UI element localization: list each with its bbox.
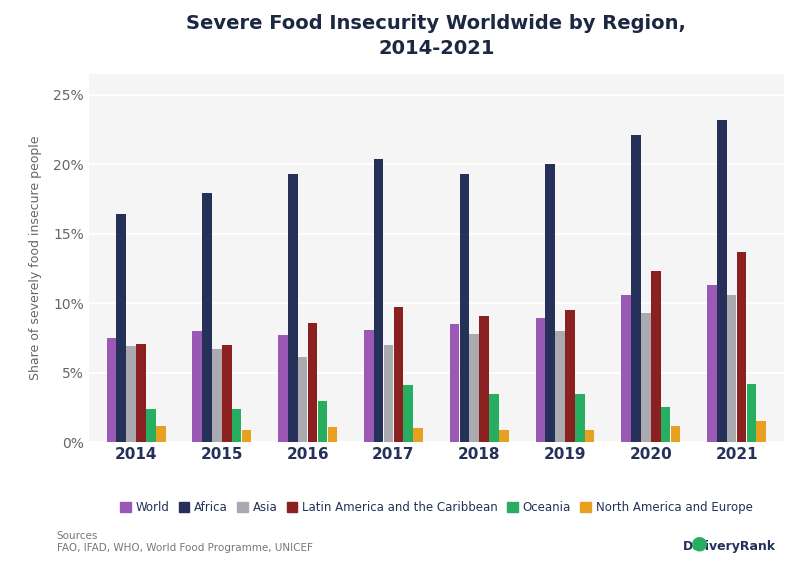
Bar [717, 120, 726, 442]
Text: Sources
FAO, IFAD, WHO, World Food Programme, UNICEF: Sources FAO, IFAD, WHO, World Food Progr… [57, 531, 313, 553]
Bar [565, 310, 574, 442]
Bar [116, 214, 126, 442]
Bar [737, 252, 747, 442]
Bar [232, 409, 242, 442]
Bar [756, 421, 766, 442]
Bar [403, 385, 413, 442]
Bar [298, 357, 308, 442]
Bar [374, 159, 384, 442]
Bar [469, 334, 479, 442]
Bar [384, 345, 393, 442]
Bar [621, 295, 631, 442]
Bar [631, 135, 641, 442]
Bar [288, 174, 297, 442]
Bar [146, 409, 156, 442]
Bar [661, 408, 671, 442]
Bar [450, 324, 459, 442]
Bar [727, 295, 736, 442]
Bar [213, 349, 221, 442]
Text: DeliveryRank: DeliveryRank [683, 540, 776, 553]
Bar [641, 313, 650, 442]
Text: ●: ● [691, 533, 708, 552]
Bar [489, 393, 499, 442]
Bar [671, 426, 680, 442]
Bar [156, 426, 166, 442]
Bar [460, 174, 469, 442]
Title: Severe Food Insecurity Worldwide by Region,
2014-2021: Severe Food Insecurity Worldwide by Regi… [187, 14, 686, 58]
Bar [499, 430, 509, 442]
Bar [327, 427, 337, 442]
Bar [545, 164, 555, 442]
Legend: World, Africa, Asia, Latin America and the Caribbean, Oceania, North America and: World, Africa, Asia, Latin America and t… [116, 496, 757, 518]
Bar [318, 400, 327, 442]
Bar [107, 338, 116, 442]
Bar [202, 193, 212, 442]
Bar [192, 331, 202, 442]
Bar [536, 319, 545, 442]
Bar [414, 428, 423, 442]
Bar [585, 430, 595, 442]
Bar [364, 329, 373, 442]
Bar [747, 384, 756, 442]
Bar [222, 345, 232, 442]
Bar [137, 344, 145, 442]
Bar [126, 346, 136, 442]
Bar [555, 331, 565, 442]
Bar [242, 430, 251, 442]
Bar [308, 323, 318, 442]
Bar [575, 393, 584, 442]
Bar [393, 307, 403, 442]
Bar [278, 335, 288, 442]
Y-axis label: Share of severely food insecure people: Share of severely food insecure people [29, 136, 42, 380]
Bar [479, 316, 489, 442]
Bar [651, 271, 660, 442]
Bar [707, 285, 717, 442]
